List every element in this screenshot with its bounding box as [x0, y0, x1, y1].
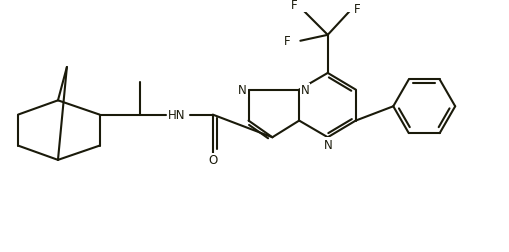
- Text: F: F: [354, 3, 360, 15]
- Text: HN: HN: [168, 109, 186, 122]
- Text: F: F: [291, 0, 298, 12]
- Text: N: N: [238, 84, 247, 97]
- Text: N: N: [323, 138, 332, 151]
- Text: O: O: [208, 154, 217, 167]
- Text: N: N: [301, 84, 309, 97]
- Text: F: F: [284, 35, 291, 48]
